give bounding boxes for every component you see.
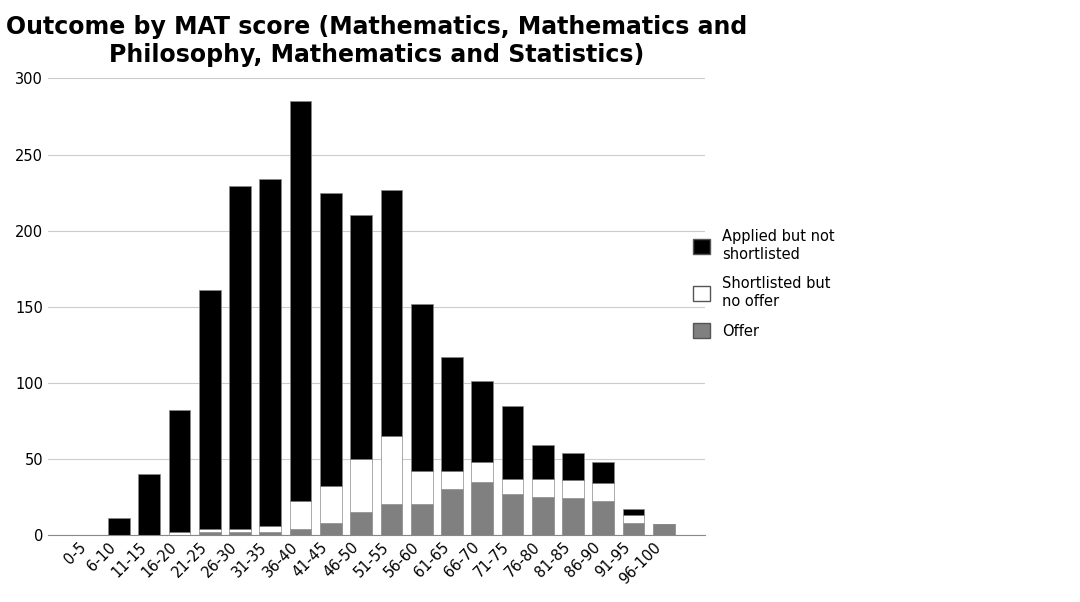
Bar: [441, 357, 463, 471]
Bar: [471, 462, 494, 482]
Bar: [471, 482, 494, 535]
Bar: [138, 474, 160, 535]
Title: Outcome by MAT score (Mathematics, Mathematics and
Philosophy, Mathematics and S: Outcome by MAT score (Mathematics, Mathe…: [5, 15, 747, 67]
Bar: [501, 406, 524, 479]
Bar: [199, 532, 220, 535]
Bar: [653, 524, 675, 535]
Bar: [229, 529, 251, 532]
Bar: [229, 187, 251, 529]
Bar: [623, 515, 645, 523]
Bar: [289, 529, 311, 535]
Bar: [562, 498, 584, 535]
Bar: [501, 494, 524, 535]
Bar: [259, 179, 281, 526]
Bar: [531, 497, 554, 535]
Legend: Applied but not
shortlisted, Shortlisted but
no offer, Offer: Applied but not shortlisted, Shortlisted…: [686, 222, 841, 346]
Bar: [592, 483, 615, 501]
Bar: [410, 504, 433, 535]
Bar: [108, 518, 130, 535]
Bar: [531, 445, 554, 479]
Bar: [410, 471, 433, 504]
Bar: [168, 410, 190, 532]
Bar: [289, 101, 311, 501]
Bar: [199, 290, 220, 529]
Bar: [441, 471, 463, 489]
Bar: [350, 216, 372, 459]
Bar: [623, 509, 645, 515]
Bar: [501, 479, 524, 494]
Bar: [320, 193, 341, 486]
Bar: [623, 523, 645, 535]
Bar: [350, 512, 372, 535]
Bar: [562, 453, 584, 480]
Bar: [289, 501, 311, 529]
Bar: [410, 303, 433, 471]
Bar: [562, 480, 584, 498]
Bar: [380, 190, 402, 436]
Bar: [531, 479, 554, 497]
Bar: [592, 462, 615, 483]
Bar: [471, 381, 494, 462]
Bar: [168, 532, 190, 535]
Bar: [229, 532, 251, 535]
Bar: [350, 459, 372, 512]
Bar: [259, 526, 281, 532]
Bar: [441, 489, 463, 535]
Bar: [380, 504, 402, 535]
Bar: [320, 486, 341, 523]
Bar: [259, 532, 281, 535]
Bar: [380, 436, 402, 504]
Bar: [199, 529, 220, 532]
Bar: [592, 501, 615, 535]
Bar: [320, 523, 341, 535]
